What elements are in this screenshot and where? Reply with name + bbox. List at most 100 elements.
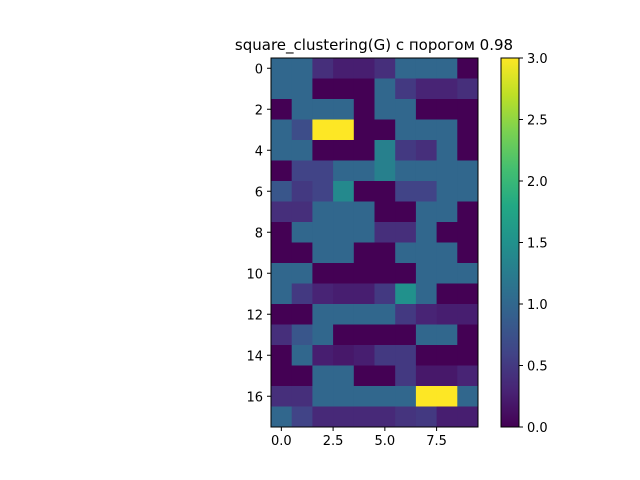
heatmap-cell xyxy=(312,99,334,120)
heatmap-cell xyxy=(436,160,458,182)
heatmap-cell xyxy=(457,304,479,325)
heatmap-cell xyxy=(333,242,355,264)
heatmap-cell xyxy=(353,58,375,79)
heatmap-cell xyxy=(436,119,458,141)
heatmap-cell xyxy=(436,263,458,284)
heatmap-cell xyxy=(415,119,437,141)
heatmap-cell xyxy=(457,283,479,305)
colorbar-tick-label: 2.5 xyxy=(527,114,548,129)
heatmap-cell xyxy=(312,181,334,202)
heatmap-cell xyxy=(415,263,437,284)
heatmap-cell xyxy=(374,119,396,141)
heatmap-cell xyxy=(374,140,396,161)
y-tick-label: 2 xyxy=(255,103,263,118)
heatmap-cell xyxy=(395,406,417,428)
heatmap-cell xyxy=(291,283,313,305)
heatmap-cell xyxy=(333,78,355,100)
heatmap-cell xyxy=(374,263,396,284)
heatmap-cell xyxy=(415,283,437,305)
heatmap-cell xyxy=(374,181,396,202)
heatmap-cell xyxy=(436,58,458,79)
heatmap-cell xyxy=(374,160,396,182)
heatmap-cell xyxy=(333,365,355,387)
heatmap-cell xyxy=(457,324,479,346)
heatmap-cell xyxy=(374,324,396,346)
heatmap-cell xyxy=(395,263,417,284)
heatmap-cell xyxy=(374,365,396,387)
heatmap-cell xyxy=(333,222,355,243)
heatmap-cell xyxy=(333,99,355,120)
heatmap-cell xyxy=(271,160,293,182)
heatmap-cell xyxy=(312,406,334,428)
heatmap-cell xyxy=(312,222,334,243)
heatmap-cell xyxy=(395,99,417,120)
heatmap-cell xyxy=(271,58,293,79)
heatmap-cell xyxy=(395,345,417,366)
heatmap-cell xyxy=(353,140,375,161)
heatmap-cell xyxy=(312,263,334,284)
heatmap-cell xyxy=(436,99,458,120)
heatmap-cell xyxy=(271,304,293,325)
x-axis-ticks: 0.0 2.5 5.0 7.5 xyxy=(271,427,447,449)
y-tick-label: 0 xyxy=(255,62,263,77)
heatmap-cell xyxy=(353,99,375,120)
heatmap-cell xyxy=(415,181,437,202)
heatmap-cell xyxy=(457,99,479,120)
heatmap-cell xyxy=(395,160,417,182)
heatmap-cell xyxy=(353,386,375,407)
heatmap-cell xyxy=(291,324,313,346)
heatmap-cell xyxy=(395,365,417,387)
y-tick-label: 12 xyxy=(246,308,263,323)
heatmap-cells xyxy=(271,58,479,428)
heatmap-cell xyxy=(415,160,437,182)
heatmap-cell xyxy=(271,201,293,223)
heatmap-cell xyxy=(457,365,479,387)
heatmap-cell xyxy=(436,242,458,264)
heatmap-cell xyxy=(457,58,479,79)
heatmap-cell xyxy=(333,181,355,202)
colorbar-tick-label: 1.0 xyxy=(527,298,548,313)
heatmap-cell xyxy=(395,222,417,243)
heatmap-cell xyxy=(271,140,293,161)
heatmap-cell xyxy=(457,386,479,407)
y-tick-label: 4 xyxy=(255,144,263,159)
heatmap-cell xyxy=(457,78,479,100)
colorbar-tick-label: 3.0 xyxy=(527,52,548,67)
chart-title: square_clustering(G) с порогом 0.98 xyxy=(235,36,513,55)
heatmap-cell xyxy=(291,78,313,100)
heatmap-cell xyxy=(333,119,355,141)
heatmap-cell xyxy=(415,386,437,407)
heatmap-cell xyxy=(333,263,355,284)
heatmap-cell xyxy=(271,119,293,141)
heatmap-cell xyxy=(353,406,375,428)
heatmap-cell xyxy=(436,201,458,223)
heatmap-cell xyxy=(353,222,375,243)
colorbar-tick-label: 0.5 xyxy=(527,360,548,375)
heatmap-cell xyxy=(353,304,375,325)
heatmap-cell xyxy=(374,304,396,325)
heatmap-cell xyxy=(374,58,396,79)
heatmap-cell xyxy=(312,242,334,264)
heatmap-cell xyxy=(291,222,313,243)
heatmap-cell xyxy=(457,222,479,243)
x-tick-label: 7.5 xyxy=(426,434,447,449)
heatmap-cell xyxy=(291,140,313,161)
heatmap-cell xyxy=(395,324,417,346)
y-tick-label: 10 xyxy=(246,267,263,282)
heatmap-cell xyxy=(436,181,458,202)
heatmap-cell xyxy=(312,365,334,387)
heatmap-cell xyxy=(271,181,293,202)
heatmap-cell xyxy=(457,406,479,428)
heatmap-cell xyxy=(395,58,417,79)
heatmap-cell xyxy=(291,201,313,223)
heatmap-cell xyxy=(333,345,355,366)
heatmap-cell xyxy=(291,99,313,120)
colorbar xyxy=(501,58,519,427)
heatmap-cell xyxy=(333,160,355,182)
heatmap-cell xyxy=(271,406,293,428)
heatmap-cell xyxy=(271,263,293,284)
heatmap-cell xyxy=(271,283,293,305)
colorbar-tick-label: 1.5 xyxy=(527,237,548,252)
heatmap-cell xyxy=(415,140,437,161)
heatmap-cell xyxy=(312,324,334,346)
